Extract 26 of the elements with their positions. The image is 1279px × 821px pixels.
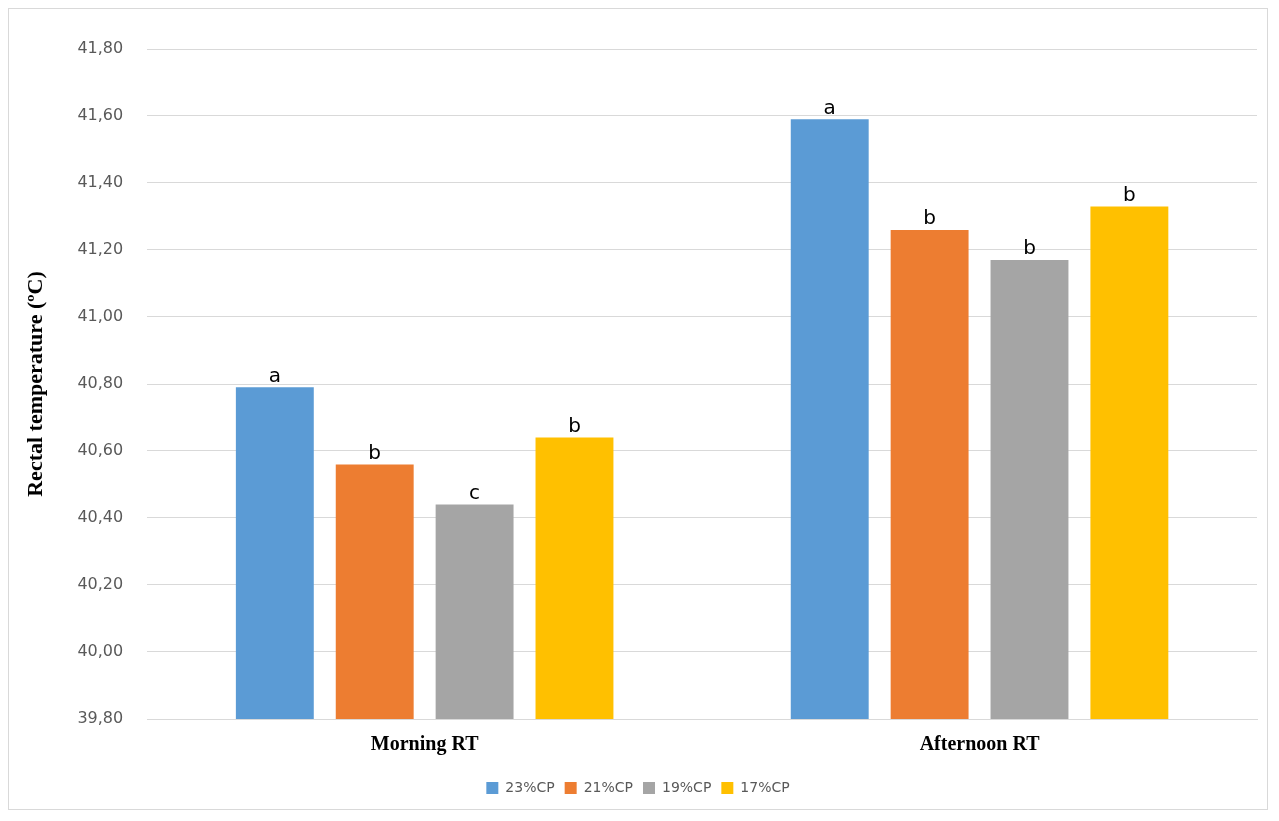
y-tick-label: 41,00 <box>77 306 124 326</box>
legend-label: 19%CP <box>662 778 712 795</box>
y-axis-title: Rectal temperature (ºC) <box>21 271 47 497</box>
x-tick-label: Afternoon RT <box>919 732 1041 755</box>
x-tick-label: Morning RT <box>370 732 480 756</box>
data-label: b <box>1023 235 1036 260</box>
data-label: b <box>368 439 382 464</box>
data-label: c <box>469 479 481 504</box>
y-tick-label: 40,00 <box>77 641 124 661</box>
y-tick-label: 40,60 <box>77 440 124 460</box>
legend-label: 23%CP <box>505 778 555 795</box>
data-label: a <box>268 362 281 387</box>
y-tick-label: 40,40 <box>77 507 124 527</box>
y-tick-label: 40,80 <box>77 373 124 393</box>
y-tick-label: 41,40 <box>77 172 124 192</box>
data-label: b <box>923 205 936 230</box>
y-tick-label: 41,80 <box>77 38 124 58</box>
y-tick-label: 41,60 <box>77 105 124 125</box>
data-label: b <box>1123 181 1136 206</box>
data-label: b <box>568 412 581 437</box>
data-label: a <box>823 94 836 119</box>
legend-label: 21%CP <box>583 778 634 795</box>
legend-label: 17%CP <box>740 778 790 795</box>
y-tick-label: 39,80 <box>77 708 124 728</box>
y-tick-label: 41,20 <box>77 239 124 259</box>
y-tick-label: 40,20 <box>77 574 124 594</box>
